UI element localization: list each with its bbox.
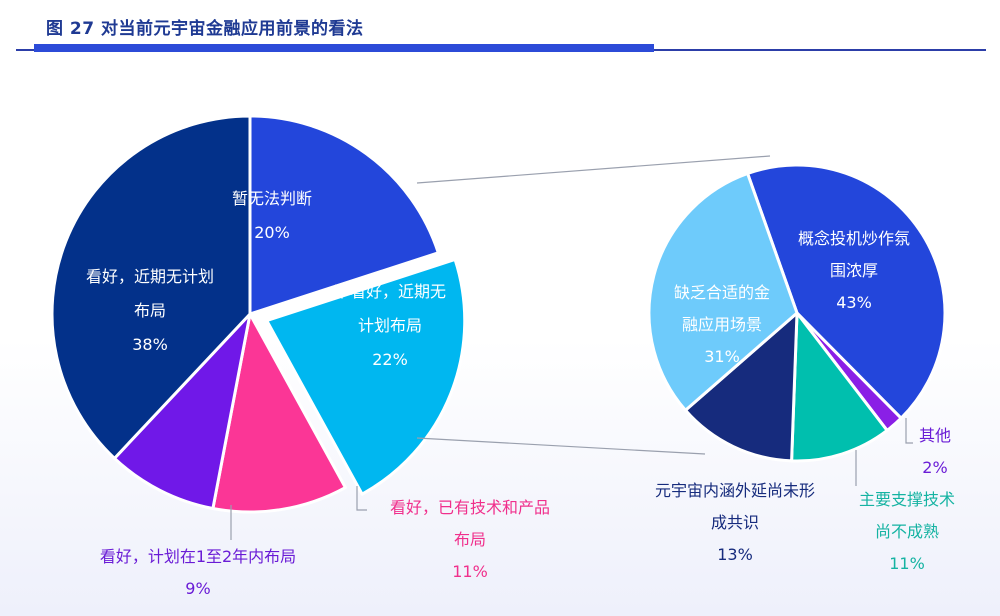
main-undecided-percent: 20% (254, 223, 290, 242)
chart-title: 图 27 对当前元宇宙金融应用前景的看法 (46, 19, 364, 39)
reasons-other-percent: 2% (922, 458, 947, 477)
main-already-have-label: 布局 (454, 530, 486, 549)
main-no-plan-percent: 38% (132, 335, 168, 354)
reasons-lack-percent: 31% (704, 347, 740, 366)
main-plan-1-2-label: 看好，计划在1至2年内布局 (100, 547, 296, 566)
main-not-optimistic-label: 计划布局 (358, 316, 422, 335)
main-already-have-percent: 11% (452, 562, 488, 581)
reasons-support-percent: 11% (889, 554, 925, 573)
reasons-consensus-label: 元宇宙内涵外延尚未形 (655, 481, 815, 500)
reasons-hype-label: 概念投机炒作氛 (798, 229, 910, 248)
reasons-consensus-label: 成共识 (711, 513, 759, 532)
main-pie (50, 114, 467, 514)
sub-pie (647, 163, 947, 463)
reasons-support-label: 主要支撑技术 (859, 490, 955, 509)
reasons-hype-label: 围浓厚 (830, 261, 878, 280)
reasons-support-slice (790, 311, 889, 463)
main-already-have-label: 看好，已有技术和产品 (390, 498, 550, 517)
main-not-optimistic-label: 不看好，近期无 (334, 282, 446, 301)
main-no-plan-label: 看好，近期无计划 (86, 267, 214, 286)
main-undecided-slice (248, 114, 440, 316)
main-not-optimistic-percent: 22% (372, 350, 408, 369)
connector-top (416, 155, 771, 184)
reasons-consensus-percent: 13% (717, 545, 753, 564)
reasons-lack-label: 融应用场景 (682, 315, 762, 334)
reasons-consensus-slice (683, 311, 799, 463)
title-accent-bar (34, 44, 654, 52)
main-no-plan-slice (50, 114, 252, 460)
main-plan-1-2-percent: 9% (185, 579, 210, 598)
main-already-have-slice (211, 312, 347, 514)
leader-reasons-other (905, 418, 913, 444)
main-undecided-label: 暂无法判断 (232, 189, 312, 208)
connector-bottom (416, 437, 706, 455)
main-no-plan-label: 布局 (134, 301, 166, 320)
main-plan-1-2-slice (112, 312, 252, 510)
reasons-support-label: 尚不成熟 (875, 522, 939, 541)
main-not-optimistic-slice (265, 257, 467, 496)
reasons-other-label: 其他 (919, 426, 951, 445)
slice-labels: 暂无法判断20%不看好，近期无计划布局22%看好，已有技术和产品布局11%看好，… (86, 189, 955, 598)
reasons-lack-label: 缺乏合适的金 (674, 283, 770, 302)
reasons-lack-slice (647, 171, 799, 412)
reasons-hype-percent: 43% (836, 293, 872, 312)
reasons-hype-slice (746, 163, 947, 420)
leader-main-already-have (356, 486, 367, 511)
connector-lines (230, 155, 913, 540)
